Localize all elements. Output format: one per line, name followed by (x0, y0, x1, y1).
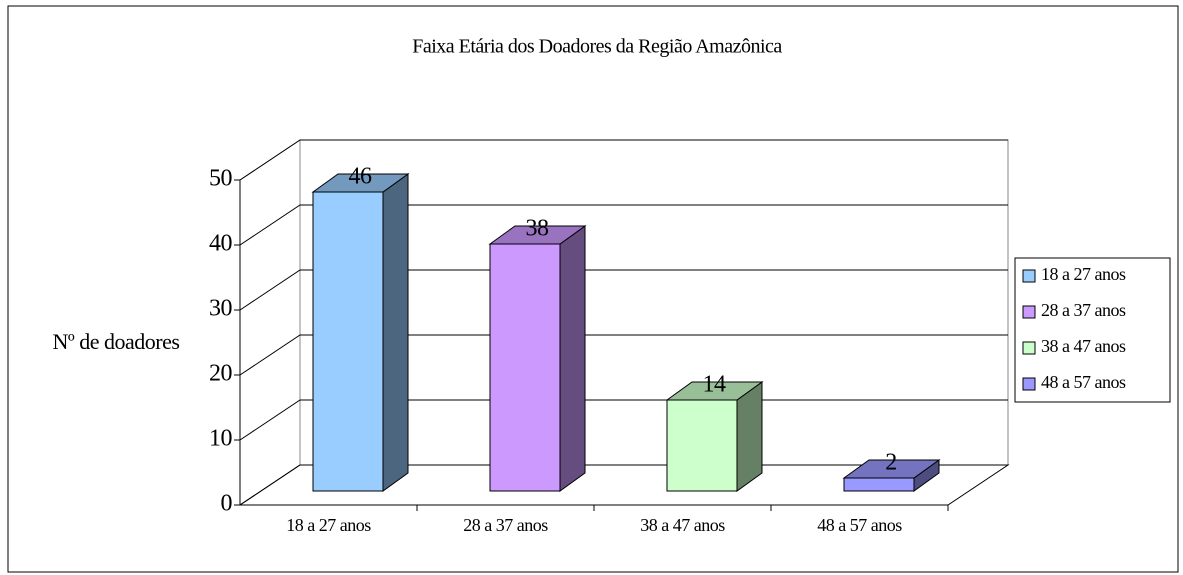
grid-line (239, 204, 1008, 246)
y-axis-label: Nº de doadores (53, 329, 180, 354)
legend-label: 28 a 37 anos (1041, 300, 1126, 320)
legend-swatch (1022, 269, 1036, 283)
legend-label: 38 a 47 anos (1041, 336, 1126, 356)
bar (666, 399, 738, 492)
legend-swatch (1022, 341, 1036, 355)
x-tick-label: 38 a 47 anos (640, 515, 725, 535)
legend-swatch (1022, 305, 1036, 319)
y-tick-label: 20 (209, 361, 233, 387)
y-tick-label: 50 (209, 166, 233, 192)
legend-box (1014, 257, 1171, 403)
x-tick-label: 18 a 27 anos (286, 515, 371, 535)
bar-side (559, 225, 586, 492)
value-label: 38 (526, 216, 550, 242)
grid-line (239, 334, 1008, 376)
grid-line (239, 464, 1008, 506)
grid-line (239, 399, 1008, 441)
x-tick-label: 28 a 37 anos (463, 515, 548, 535)
value-label: 2 (885, 450, 897, 476)
bar (489, 243, 561, 492)
grid-line (239, 139, 1008, 181)
bar (312, 191, 384, 492)
bar-side (736, 381, 763, 492)
legend-label: 48 a 57 anos (1041, 372, 1126, 392)
bar (843, 477, 915, 492)
legend-label: 18 a 27 anos (1041, 264, 1126, 284)
grid-line (239, 269, 1008, 311)
legend-swatch (1022, 377, 1036, 391)
y-tick-label: 30 (209, 296, 233, 322)
value-label: 14 (703, 372, 727, 398)
x-tick-label: 48 a 57 anos (817, 515, 902, 535)
value-label: 46 (349, 164, 373, 190)
chart-title: Faixa Etária dos Doadores da Região Amaz… (412, 36, 782, 58)
y-tick-label: 10 (209, 426, 233, 452)
bar-side (382, 173, 409, 492)
side-wall (239, 139, 301, 506)
y-tick-label: 0 (221, 491, 233, 517)
y-tick-label: 40 (209, 231, 233, 257)
